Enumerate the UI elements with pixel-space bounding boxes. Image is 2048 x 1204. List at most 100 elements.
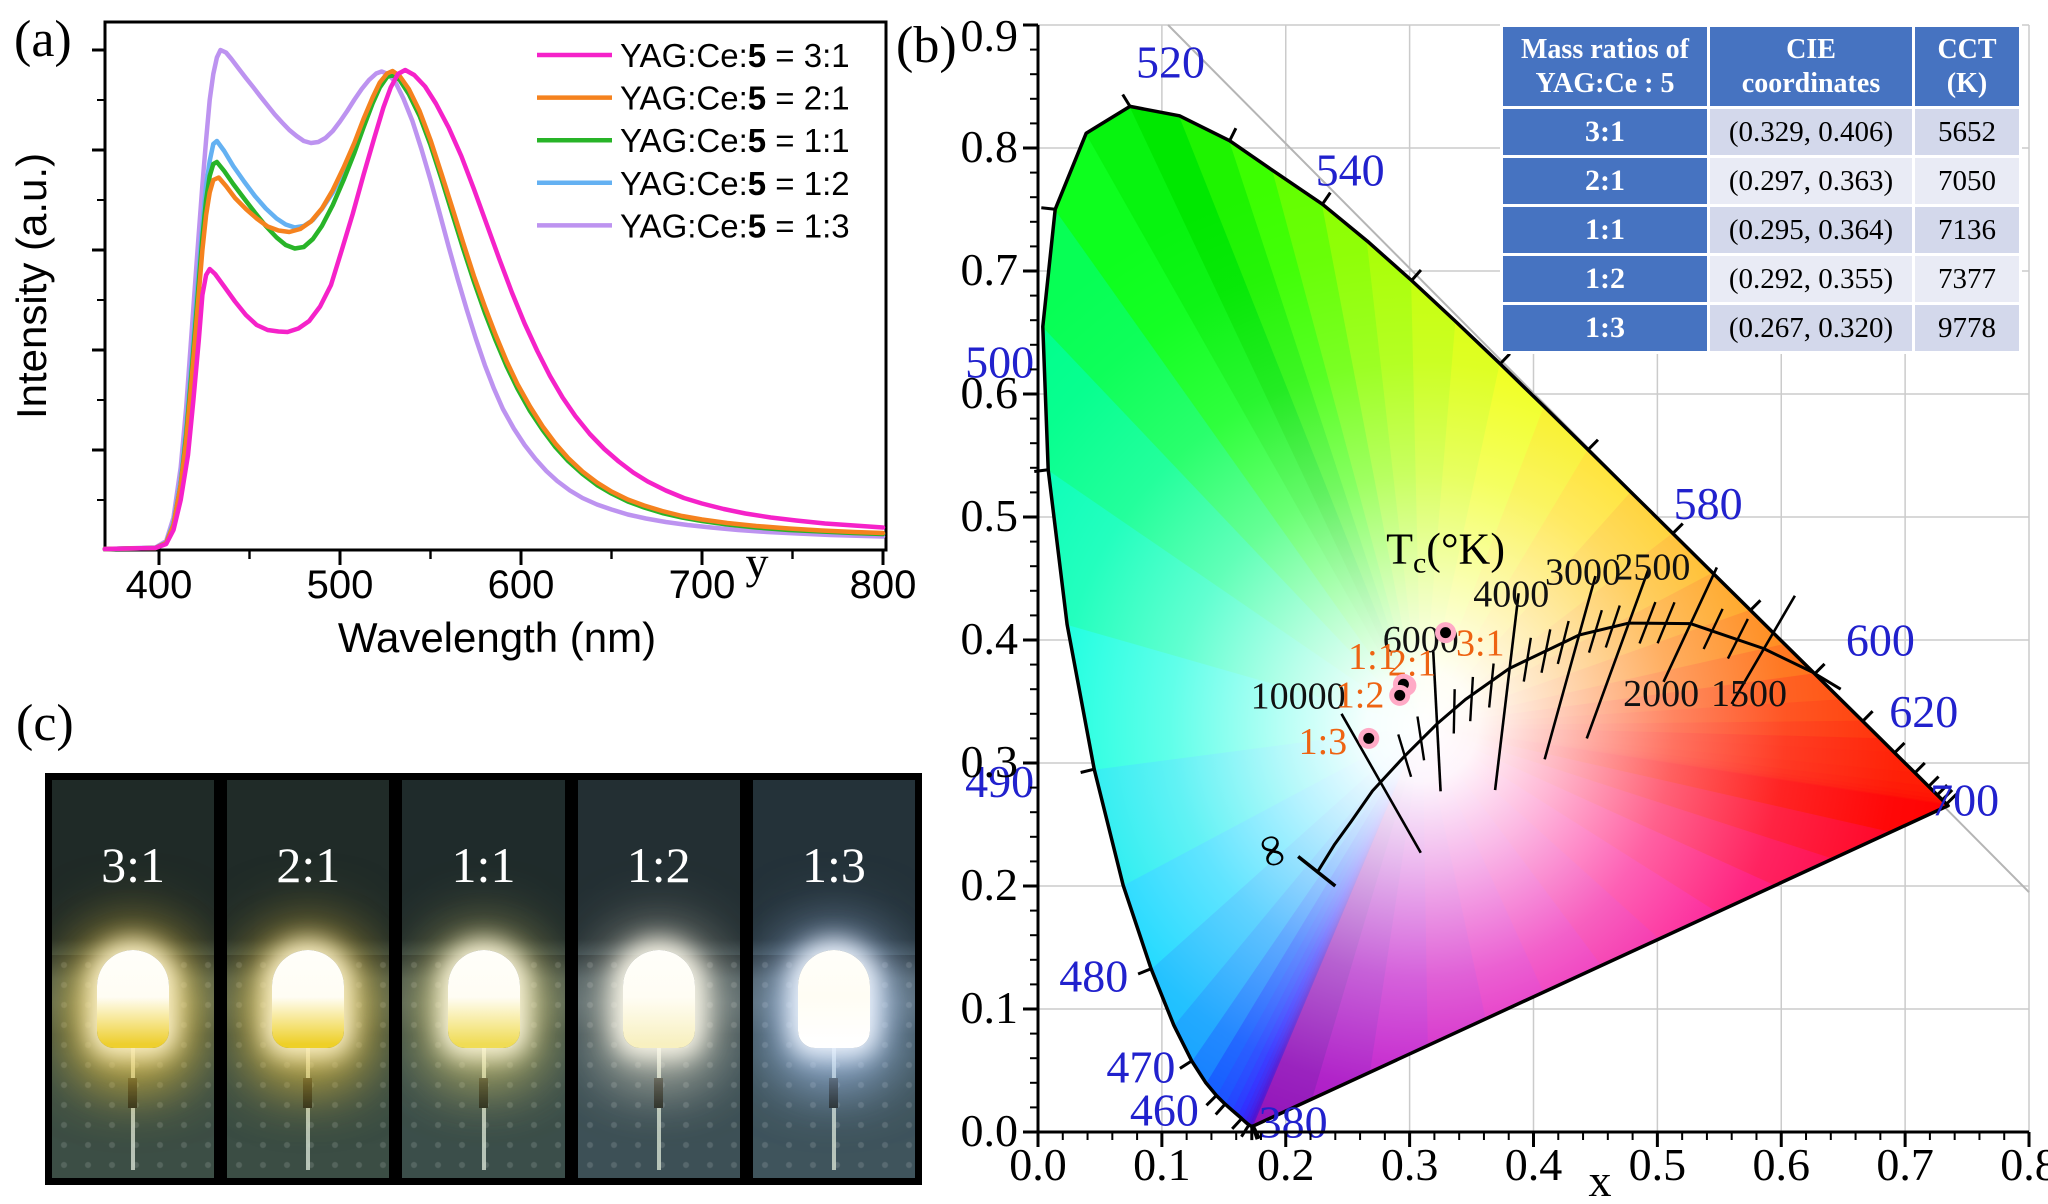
locus-tick-660 bbox=[1941, 788, 1954, 801]
cell-cie: (0.267, 0.320) bbox=[1710, 305, 1912, 352]
cell-ratio: 1:3 bbox=[1503, 305, 1707, 352]
led-lead-chip bbox=[128, 1078, 138, 1108]
mass-ratio-label: 1:3 bbox=[801, 837, 866, 893]
isotherm-minor-tick bbox=[1540, 629, 1552, 674]
y-axis-title: y bbox=[746, 537, 769, 588]
cie-cct-table-body: 3:1 (0.329, 0.406) 5652 2:1 (0.297, 0.363) 70… bbox=[1503, 109, 2019, 352]
y-tick-label: 0.0 bbox=[961, 1105, 1019, 1156]
ratio-label-1:3: 1:3 bbox=[1299, 721, 1348, 763]
cell-cie: (0.292, 0.355) bbox=[1710, 256, 1912, 303]
locus-tick-440 bbox=[1231, 1117, 1243, 1130]
wavelength-label-520: 520 bbox=[1136, 36, 1205, 87]
table-row-1:2: 1:2 (0.292, 0.355) 7377 bbox=[1503, 256, 2019, 303]
isotherm-minor-tick bbox=[1487, 663, 1495, 708]
cell-cie: (0.295, 0.364) bbox=[1710, 207, 1912, 254]
table-header-2: CCT (K) bbox=[1915, 27, 2019, 107]
y-tick-label: 0.8 bbox=[961, 121, 1019, 172]
cell-cct: 7377 bbox=[1915, 256, 2019, 303]
isotherm-minor-tick bbox=[1702, 608, 1724, 650]
locus-tick-500 bbox=[1034, 468, 1049, 473]
isotherm-minor-tick bbox=[1522, 637, 1533, 682]
locus-tick-620 bbox=[1893, 741, 1906, 754]
wavelength-label-490: 490 bbox=[965, 756, 1034, 807]
locus-tick-455 bbox=[1214, 1103, 1227, 1116]
led-bulb bbox=[447, 950, 520, 1048]
x-tick-label: 700 bbox=[669, 563, 736, 607]
locus-tick-640 bbox=[1927, 775, 1940, 788]
legend-label: YAG:Ce:5 = 1:3 bbox=[620, 207, 850, 244]
x-tick-label: 600 bbox=[488, 563, 555, 607]
y-tick-label: 0.9 bbox=[961, 10, 1019, 61]
x-tick-label: 0.4 bbox=[1505, 1139, 1563, 1190]
isotherm-minor-tick bbox=[1587, 609, 1603, 653]
wavelength-label-480: 480 bbox=[1059, 950, 1128, 1001]
legend-label: YAG:Ce:5 = 1:1 bbox=[620, 122, 850, 159]
cct-label-3000: 3000 bbox=[1545, 551, 1621, 593]
color-temperature-axis-label: Tc(°K) bbox=[1386, 525, 1505, 580]
isotherm-minor-tick bbox=[1397, 734, 1413, 778]
wavelength-label-500: 500 bbox=[965, 337, 1034, 388]
table-row-3:1: 3:1 (0.329, 0.406) 5652 bbox=[1503, 109, 2019, 156]
spectrum-curve-1:3 bbox=[102, 47, 886, 552]
x-tick-label: 500 bbox=[307, 563, 374, 607]
x-tick-label: 0.6 bbox=[1753, 1139, 1811, 1190]
led-lead-chip bbox=[478, 1078, 488, 1108]
x-tick-label: 0.0 bbox=[1009, 1139, 1067, 1190]
cell-ratio: 1:1 bbox=[1503, 207, 1707, 254]
cct-label-10000: 10000 bbox=[1251, 676, 1346, 718]
ratio-label-3:1: 3:1 bbox=[1456, 623, 1505, 665]
led-wire bbox=[656, 1048, 661, 1170]
panel-a-label: (a) bbox=[14, 11, 72, 68]
y-tick-label: 0.7 bbox=[961, 244, 1019, 295]
wavelength-label-600: 600 bbox=[1846, 615, 1915, 666]
table-row-2:1: 2:1 (0.297, 0.363) 7050 bbox=[1503, 158, 2019, 205]
table-row-1:1: 1:1 (0.295, 0.364) 7136 bbox=[1503, 207, 2019, 254]
y-axis-title: Intensity (a.u.) bbox=[8, 153, 55, 419]
x-axis-title: x bbox=[1589, 1155, 1612, 1204]
led-wire bbox=[481, 1048, 486, 1170]
locus-tick-590 bbox=[1749, 599, 1762, 612]
locus-tick-610 bbox=[1861, 710, 1874, 723]
legend-label: YAG:Ce:5 = 2:1 bbox=[620, 79, 850, 116]
panel-c-label: (c) bbox=[16, 695, 74, 752]
sample-point-1:3 bbox=[1363, 732, 1375, 744]
cell-cie: (0.329, 0.406) bbox=[1710, 109, 1912, 156]
isotherm-minor-tick bbox=[1556, 620, 1570, 665]
locus-tick-630 bbox=[1913, 761, 1926, 774]
isotherm-minor-tick bbox=[1638, 601, 1657, 644]
x-axis-title: Wavelength (nm) bbox=[338, 614, 656, 661]
cell-cct: 7050 bbox=[1915, 158, 2019, 205]
led-lead-chip bbox=[303, 1078, 313, 1108]
wavelength-label-620: 620 bbox=[1889, 686, 1958, 737]
led-photo-strip: 3:1 2:1 1:1 1:2 1:3 bbox=[45, 773, 922, 1185]
isotherm-minor-tick bbox=[1604, 605, 1621, 648]
table-header-1: CIE coordinates bbox=[1710, 27, 1912, 107]
locus-tick-560 bbox=[1499, 352, 1511, 365]
legend-label: YAG:Ce:5 = 3:1 bbox=[620, 37, 850, 74]
locus-tick-520 bbox=[1121, 93, 1132, 108]
led-photo-1:1: 1:1 bbox=[402, 780, 565, 1178]
locus-tick-470 bbox=[1179, 1059, 1193, 1070]
led-wire bbox=[131, 1048, 136, 1170]
x-tick-label: 0.3 bbox=[1381, 1139, 1439, 1190]
locus-tick-530 bbox=[1228, 127, 1238, 142]
led-photo-2:1: 2:1 bbox=[227, 780, 390, 1178]
locus-tick-600 bbox=[1813, 662, 1826, 675]
wavelength-label-470: 470 bbox=[1106, 1041, 1175, 1092]
led-wire bbox=[831, 1048, 836, 1170]
cell-ratio: 2:1 bbox=[1503, 158, 1707, 205]
isotherm-3000 bbox=[1543, 575, 1597, 760]
x-tick-label: 0.2 bbox=[1257, 1139, 1315, 1190]
led-photo-3:1: 3:1 bbox=[52, 780, 215, 1178]
isotherm-4000 bbox=[1493, 593, 1520, 791]
cct-label-1500: 1500 bbox=[1711, 673, 1787, 715]
isotherm-minor-tick bbox=[1656, 601, 1676, 644]
wavelength-label-380: 380 bbox=[1259, 1097, 1328, 1148]
ratio-label-1:2: 1:2 bbox=[1336, 674, 1385, 716]
spectrum-curve-3:1 bbox=[102, 67, 886, 552]
wavelength-label-700: 700 bbox=[1930, 774, 1999, 825]
locus-tick-650 bbox=[1936, 783, 1949, 797]
led-bulb bbox=[97, 950, 170, 1048]
isotherm-minor-tick bbox=[1452, 689, 1456, 734]
